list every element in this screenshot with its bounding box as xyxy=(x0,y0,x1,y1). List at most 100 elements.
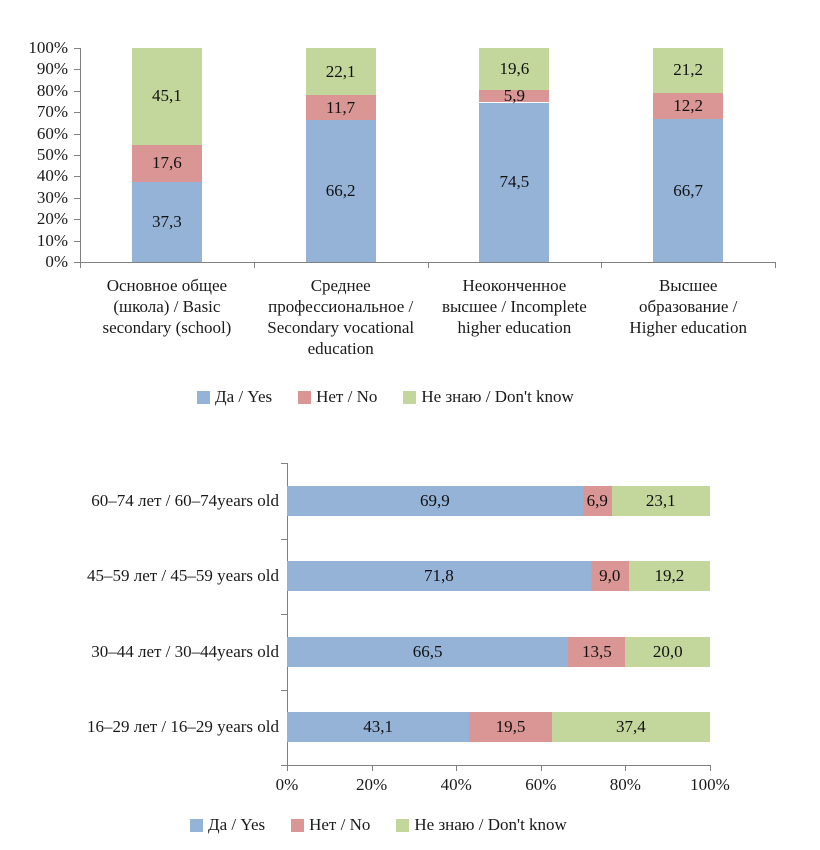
y-tick-label: 100% xyxy=(28,38,68,57)
y-tick-label: 50% xyxy=(36,145,68,164)
y-tick-label: 30% xyxy=(36,187,68,207)
value-label: 45,1 xyxy=(152,86,182,106)
bar-segment-yes: 74,5 xyxy=(479,102,550,262)
education-stacked-column-chart: 0% 10% 20% 30% 40% 50% 60% 70% 80% 90% 100% 37,3 17,… xyxy=(28,38,776,408)
x-tick-label: 0% xyxy=(275,775,299,794)
legend-label: Не знаю / Don't know xyxy=(414,815,567,834)
bar-segment-dont-know: 23,1 xyxy=(611,485,710,516)
y-tick-label: 0% xyxy=(45,252,68,271)
legend-swatch-icon xyxy=(396,818,410,832)
value-label: 37,3 xyxy=(152,212,182,232)
bar-segment-no: 11,7 xyxy=(305,95,376,121)
x-tick-mark xyxy=(456,765,458,771)
chart-legend: Да / Yes Нет / No Не знаю / Don't know xyxy=(190,814,567,836)
legend-item-no: Нет / No xyxy=(291,815,370,835)
y-tick-mark xyxy=(281,463,287,464)
bar-segment-no: 12,2 xyxy=(653,93,724,120)
y-tick-label: 40% xyxy=(36,166,68,186)
value-label: 12,2 xyxy=(673,96,703,116)
value-label: 19,2 xyxy=(654,566,685,586)
bar-segment-yes: 66,7 xyxy=(653,119,724,262)
x-axis-line xyxy=(287,765,710,766)
legend-label: Да / Yes xyxy=(208,815,266,834)
legend-label: Нет / No xyxy=(309,815,371,834)
y-tick-mark xyxy=(74,48,80,49)
bar-segment-no: 17,6 xyxy=(131,144,202,183)
x-tick-mark xyxy=(80,262,81,268)
value-label: 9,0 xyxy=(599,566,621,586)
bar-segment-dont-know: 45,1 xyxy=(131,48,202,145)
y-tick-label: 70% xyxy=(36,102,68,122)
y-tick-mark xyxy=(74,262,80,263)
y-tick-label: 80% xyxy=(36,80,68,100)
bar-segment-dont-know: 22,1 xyxy=(305,48,376,96)
x-tick-mark xyxy=(775,262,776,268)
bar-segment-yes: 66,5 xyxy=(287,636,569,667)
value-label: 23,1 xyxy=(645,490,676,510)
value-label: 43,1 xyxy=(363,717,394,737)
legend-swatch-icon xyxy=(197,390,210,404)
bar-segment-no: 13,5 xyxy=(568,636,626,667)
age-stacked-bar-chart: 0% 20% 40% 60% 80% 100% 60–74 лет / 60–74years… xyxy=(0,440,820,850)
y-tick-mark xyxy=(74,176,80,178)
legend-swatch-icon xyxy=(403,390,417,404)
legend-item-no: Нет / No xyxy=(298,387,377,407)
bar-segment-no: 9,0 xyxy=(590,561,629,592)
y-tick-label: 20% xyxy=(36,209,68,229)
bar-segment-dont-know: 20,0 xyxy=(625,636,710,667)
legend-label: Не знаю / Don't know xyxy=(421,387,574,406)
y-tick-label: 60% xyxy=(36,123,68,143)
value-label: 21,2 xyxy=(673,60,703,80)
value-label: 66,7 xyxy=(673,180,703,200)
x-tick-mark xyxy=(253,262,255,268)
bar-segment-yes: 43,1 xyxy=(287,712,470,743)
y-tick-mark xyxy=(281,614,287,615)
value-label: 19,6 xyxy=(499,58,530,78)
y-tick-mark xyxy=(74,69,80,71)
bar-segment-yes: 69,9 xyxy=(287,485,583,516)
y-tick-mark xyxy=(74,155,80,156)
y-tick-label: 10% xyxy=(36,230,68,250)
value-label: 5,9 xyxy=(503,86,526,106)
legend-item-dont-know: Не знаю / Don't know xyxy=(403,387,574,407)
bar-segment-dont-know: 21,2 xyxy=(653,47,724,94)
x-tick-label: 100% xyxy=(690,775,730,794)
value-label: 19,5 xyxy=(495,717,526,737)
bar-segment-yes: 37,3 xyxy=(131,182,202,262)
x-tick-mark xyxy=(540,765,542,771)
value-label: 69,9 xyxy=(419,490,450,510)
bar-segment-dont-know: 19,6 xyxy=(479,48,550,90)
category-label: 45–59 лет / 45–59 years old xyxy=(86,566,279,586)
legend-item-dont-know: Не знаю / Don't know xyxy=(396,815,567,835)
y-axis-line xyxy=(80,48,81,263)
category-label: 60–74 лет / 60–74years old xyxy=(91,490,279,510)
y-tick-label: 90% xyxy=(36,59,68,79)
y-tick-mark xyxy=(281,765,287,766)
chart-legend: Да / Yes Нет / No Не знаю / Don't know xyxy=(197,386,574,408)
category-label: Неоконченное высшее / Incomplete higher … xyxy=(441,276,587,337)
value-label: 22,1 xyxy=(325,61,356,81)
bar-segment-no: 19,5 xyxy=(469,712,552,743)
y-tick-mark xyxy=(74,219,80,221)
category-label: 30–44 лет / 30–44years old xyxy=(91,641,279,661)
value-label: 37,4 xyxy=(616,717,646,737)
value-label: 6,9 xyxy=(586,490,608,510)
category-label: Основное общее (школа) / Basic secondary… xyxy=(102,276,232,337)
bar-segment-yes: 66,2 xyxy=(305,120,376,262)
value-label: 66,2 xyxy=(325,181,356,201)
category-label: Среднее профессиональное / Secondary voc… xyxy=(267,276,415,358)
value-label: 13,5 xyxy=(581,641,612,661)
bar-segment-dont-know: 37,4 xyxy=(551,712,710,743)
value-label: 17,6 xyxy=(152,153,182,173)
y-tick-mark xyxy=(74,240,80,242)
category-label: 16–29 лет / 16–29 years old xyxy=(86,717,279,737)
y-tick-mark xyxy=(281,538,287,540)
x-tick-mark xyxy=(710,765,711,771)
bar-segment-no: 5,9 xyxy=(479,86,550,105)
x-tick-mark xyxy=(427,262,429,268)
x-tick-mark xyxy=(625,765,627,771)
y-tick-mark xyxy=(74,112,80,114)
legend-label: Да / Yes xyxy=(215,387,273,406)
value-label: 20,0 xyxy=(652,641,683,661)
